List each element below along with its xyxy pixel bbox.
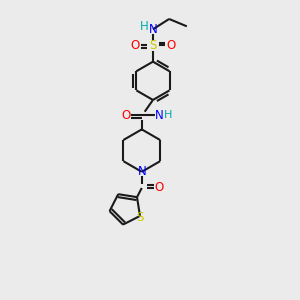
Text: O: O — [154, 182, 164, 194]
Text: O: O — [121, 109, 130, 122]
Text: N: N — [148, 23, 157, 36]
Text: N: N — [137, 165, 146, 178]
Text: N: N — [155, 109, 164, 122]
Text: O: O — [167, 39, 176, 52]
Text: H: H — [164, 110, 172, 120]
Text: O: O — [130, 39, 139, 52]
Text: S: S — [149, 39, 157, 52]
Text: S: S — [136, 211, 144, 224]
Text: H: H — [140, 20, 149, 33]
